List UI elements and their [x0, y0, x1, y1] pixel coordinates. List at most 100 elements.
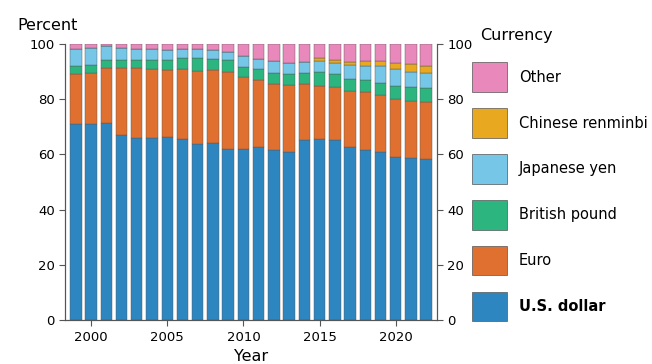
Bar: [70, 44, 82, 49]
Bar: [222, 72, 234, 149]
Bar: [329, 60, 340, 63]
Bar: [314, 61, 325, 72]
Bar: [85, 124, 96, 320]
Bar: [207, 143, 218, 320]
Bar: [344, 147, 356, 320]
Bar: [238, 44, 249, 56]
Bar: [253, 69, 264, 80]
Bar: [116, 60, 127, 68]
Bar: [472, 200, 507, 229]
Bar: [344, 44, 356, 62]
Bar: [329, 63, 340, 74]
Bar: [146, 60, 158, 69]
Bar: [177, 44, 188, 49]
Bar: [406, 64, 417, 72]
Bar: [421, 66, 432, 73]
Bar: [100, 68, 112, 123]
Bar: [314, 58, 325, 61]
Bar: [131, 50, 143, 60]
Bar: [268, 150, 280, 320]
Bar: [146, 138, 158, 320]
Bar: [421, 88, 432, 102]
Bar: [299, 62, 310, 73]
Text: Euro: Euro: [519, 253, 552, 268]
Bar: [162, 136, 173, 320]
Bar: [314, 86, 325, 139]
Bar: [299, 44, 310, 62]
Bar: [359, 60, 371, 66]
Text: Other: Other: [519, 70, 561, 85]
Bar: [375, 83, 386, 95]
Bar: [359, 80, 371, 92]
Bar: [390, 86, 402, 99]
Bar: [85, 48, 96, 65]
Bar: [406, 72, 417, 87]
Bar: [207, 50, 218, 59]
Bar: [207, 70, 218, 143]
Bar: [207, 44, 218, 50]
Bar: [70, 74, 82, 124]
Bar: [253, 80, 264, 147]
Bar: [177, 58, 188, 70]
Bar: [359, 66, 371, 80]
Bar: [100, 123, 112, 320]
Bar: [222, 44, 234, 52]
Bar: [70, 49, 82, 66]
Bar: [192, 58, 203, 71]
Bar: [222, 149, 234, 320]
Bar: [146, 44, 158, 49]
Bar: [162, 50, 173, 60]
Bar: [284, 84, 295, 151]
Bar: [222, 60, 234, 72]
Bar: [359, 92, 371, 150]
Bar: [406, 44, 417, 64]
Bar: [146, 49, 158, 60]
Bar: [131, 44, 143, 50]
Bar: [472, 292, 507, 321]
Bar: [406, 87, 417, 101]
Bar: [238, 149, 249, 320]
Bar: [344, 91, 356, 147]
Bar: [253, 44, 264, 59]
Bar: [192, 71, 203, 143]
Bar: [406, 158, 417, 320]
Bar: [329, 44, 340, 60]
Bar: [85, 65, 96, 73]
Bar: [162, 70, 173, 136]
Bar: [375, 61, 386, 66]
Bar: [299, 83, 310, 140]
Bar: [131, 68, 143, 138]
Bar: [70, 124, 82, 320]
Bar: [344, 62, 356, 65]
Bar: [344, 79, 356, 91]
Bar: [177, 139, 188, 320]
Bar: [284, 151, 295, 320]
Text: Currency: Currency: [480, 28, 552, 43]
Bar: [314, 44, 325, 58]
Bar: [253, 59, 264, 69]
Text: U.S. dollar: U.S. dollar: [519, 299, 606, 314]
Bar: [314, 72, 325, 86]
Bar: [222, 52, 234, 60]
Bar: [192, 44, 203, 50]
Bar: [472, 154, 507, 183]
Bar: [192, 143, 203, 320]
Bar: [329, 140, 340, 320]
X-axis label: Year: Year: [234, 349, 268, 364]
Bar: [421, 102, 432, 159]
Bar: [359, 150, 371, 320]
Bar: [238, 56, 249, 67]
Bar: [472, 108, 507, 138]
Bar: [299, 140, 310, 320]
Bar: [329, 74, 340, 87]
Bar: [284, 44, 295, 63]
Bar: [390, 157, 402, 320]
Bar: [85, 44, 96, 48]
Bar: [406, 101, 417, 158]
Bar: [299, 73, 310, 83]
Text: Japanese yen: Japanese yen: [519, 161, 617, 177]
Bar: [359, 44, 371, 60]
Bar: [238, 78, 249, 149]
Bar: [421, 73, 432, 88]
Bar: [390, 44, 402, 63]
